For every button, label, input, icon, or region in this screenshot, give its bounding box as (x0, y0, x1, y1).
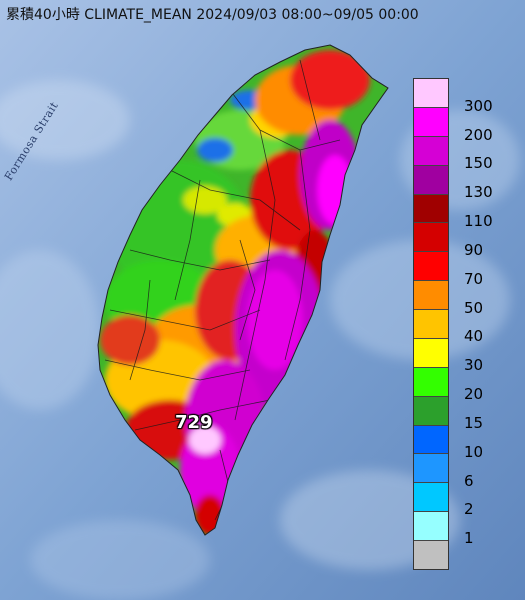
legend-label: 6 (464, 471, 474, 490)
legend-swatch (414, 425, 448, 455)
legend-label: 10 (464, 442, 484, 461)
legend-label: 40 (464, 327, 484, 346)
legend-swatch (414, 79, 448, 108)
legend-label: 50 (464, 298, 484, 317)
legend-swatch (414, 281, 448, 310)
legend-swatch (414, 483, 448, 513)
legend-label: 15 (464, 413, 484, 432)
taiwan-coastline (97, 44, 389, 536)
legend-label: 30 (464, 356, 484, 375)
legend-swatch (414, 165, 448, 195)
map-title: 累積40小時 CLIMATE_MEAN 2024/09/03 08:00~09/… (6, 7, 419, 23)
max-rainfall-label: 729 (175, 412, 213, 433)
legend-label: 1 (464, 529, 474, 548)
legend-label: 90 (464, 240, 484, 259)
legend-label: 70 (464, 269, 484, 288)
legend-swatch (414, 310, 448, 339)
legend-swatch (414, 223, 448, 253)
legend-label: 2 (464, 500, 474, 519)
legend-swatch (414, 338, 448, 368)
legend-label: 300 (464, 96, 493, 115)
legend-swatch (414, 252, 448, 282)
legend-swatch (414, 396, 448, 426)
legend-swatch (414, 107, 448, 137)
legend-label: 110 (464, 212, 493, 231)
legend-color-bar (413, 78, 449, 570)
legend-label: 200 (464, 125, 493, 144)
legend-label: 20 (464, 385, 484, 404)
legend-swatch (414, 136, 448, 166)
legend-swatch (414, 367, 448, 397)
legend-swatch (414, 512, 448, 541)
legend-labels: 300 200 150 130 110 90 70 50 40 30 20 15 10 6 2 1 (464, 78, 512, 568)
legend-swatch (414, 194, 448, 224)
legend-swatch (414, 454, 448, 484)
legend-swatch (414, 541, 448, 569)
legend-label: 130 (464, 183, 493, 202)
legend-label: 150 (464, 154, 493, 173)
